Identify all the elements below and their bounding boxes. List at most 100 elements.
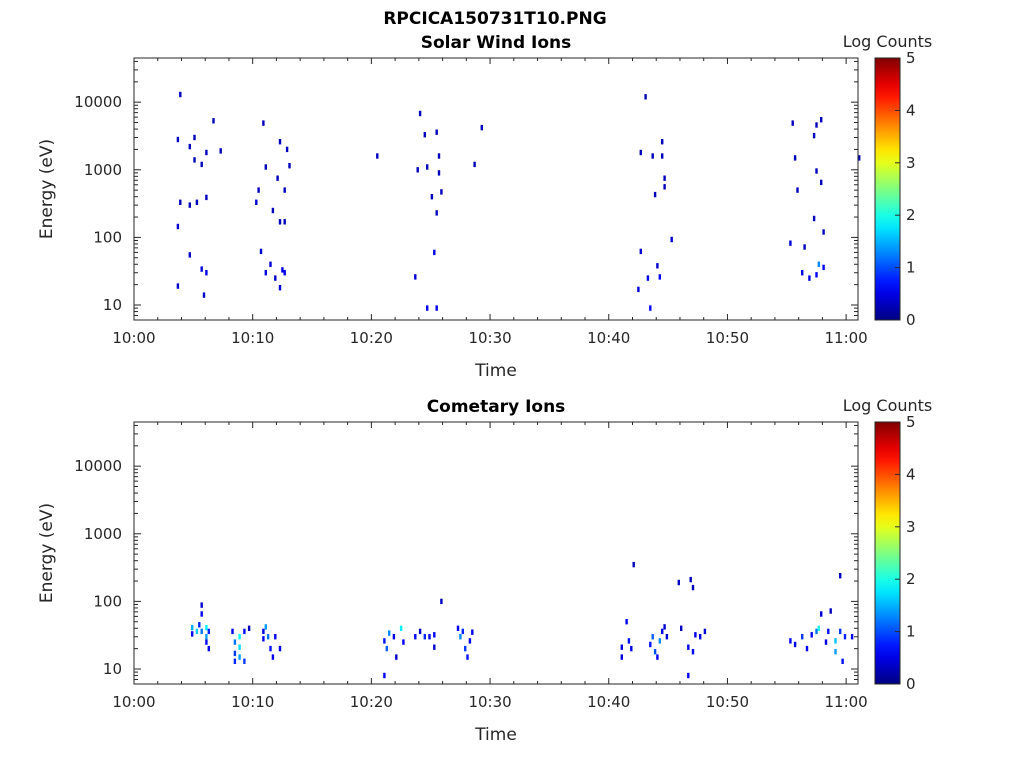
spectrogram-cell	[670, 236, 673, 243]
spectrogram-cell	[649, 641, 652, 648]
x-tick-label: 10:40	[587, 329, 630, 347]
spectrogram-cell	[205, 270, 208, 276]
spectrogram-cell	[281, 267, 284, 273]
spectrogram-cell	[257, 187, 260, 193]
spectrogram-cell	[665, 634, 669, 640]
spectrogram-cell	[212, 118, 215, 124]
spectrogram-cell	[834, 638, 837, 644]
spectrogram-cell	[663, 175, 666, 181]
spectrogram-cell	[824, 639, 828, 645]
spectrogram-cell	[480, 124, 483, 131]
y-tick-label: 10	[103, 296, 122, 314]
spectrogram-cell	[433, 249, 436, 256]
spectrogram-cell	[808, 275, 811, 281]
spectrogram-cell	[841, 658, 844, 664]
spectrogram-cell	[414, 634, 417, 640]
spectrogram-cell	[661, 153, 664, 159]
spectrogram-cell	[179, 91, 182, 98]
spectrogram-cell	[200, 611, 203, 617]
spectrogram-cell	[426, 305, 429, 311]
spectrogram-cell	[456, 625, 460, 631]
x-tick-label: 10:30	[468, 693, 511, 711]
spectrogram-cell	[464, 645, 467, 652]
panel-cometary-ions: 10:00 10:10 10:20 10:30 10:40 10:50 11:0010100…	[37, 396, 932, 745]
y-tick-label: 1000	[84, 161, 122, 179]
spectrogram-cell	[651, 634, 654, 640]
spectrogram-cell	[264, 624, 267, 630]
spectrogram-cell	[231, 628, 234, 635]
spectrogram-cell	[646, 275, 650, 281]
spectrogram-cell	[656, 263, 659, 269]
spectrogram-cell	[385, 645, 388, 652]
spectrogram-cell	[269, 645, 272, 652]
spectrogram-cell	[789, 638, 792, 644]
spectrogram-cell	[188, 252, 191, 258]
spectrogram-cell	[793, 641, 797, 648]
spectrogram-cell	[233, 658, 237, 664]
spectrogram-cell	[440, 189, 443, 195]
spectrogram-cell	[383, 672, 386, 679]
colorbar-tick-label: 3	[906, 154, 916, 172]
spectrogram-cell	[176, 283, 180, 289]
spectrogram-cell	[233, 639, 237, 645]
spectrogram-cell	[262, 636, 265, 642]
spectrogram-cell	[639, 248, 642, 255]
spectrogram-cell	[259, 248, 263, 255]
panel-title: Solar Wind Ions	[421, 33, 572, 53]
spectrogram-cell	[827, 628, 830, 635]
spectrogram-cell	[376, 153, 379, 159]
x-tick-label: 10:00	[112, 693, 155, 711]
spectrogram-cell	[238, 654, 241, 660]
spectrogram-cell	[694, 632, 697, 638]
spectrogram-cell	[820, 611, 823, 617]
y-tick-label: 10000	[74, 93, 122, 111]
spectrogram-cell	[418, 628, 422, 635]
colorbar-tick-label: 0	[906, 311, 916, 329]
spectrogram-cell	[430, 194, 434, 200]
spectrogram-cell	[817, 625, 820, 631]
spectrogram-cell	[459, 634, 462, 640]
spectrogram-cell	[278, 139, 282, 145]
spectrogram-cell	[466, 654, 469, 660]
spectrogram-cell	[687, 644, 690, 650]
spectrogram-cell	[202, 292, 206, 298]
spectrogram-cell	[195, 628, 199, 635]
x-tick-label: 10:20	[350, 329, 393, 347]
spectrogram-cell	[691, 649, 695, 655]
spectrogram-cells	[191, 561, 854, 679]
spectrogram-cell	[471, 629, 474, 635]
spectrogram-cell	[416, 167, 419, 173]
spectrogram-cell	[815, 628, 818, 635]
spectrogram-cell	[193, 157, 196, 163]
spectrogram-cell	[283, 219, 286, 225]
x-tick-label: 10:50	[706, 329, 749, 347]
spectrogram-cell	[191, 631, 194, 637]
plot-frame	[133, 57, 859, 321]
spectrogram-cell	[815, 272, 818, 278]
spectrogram-cell	[423, 634, 426, 640]
spectrogram-cell	[663, 184, 666, 190]
spectrogram-cell	[243, 658, 246, 664]
spectrogram-cell	[625, 619, 628, 625]
spectrogram-cell	[283, 187, 286, 193]
spectrogram-cell	[247, 625, 251, 631]
x-tick-label: 10:10	[231, 693, 274, 711]
colorbar-label: Log Counts	[843, 396, 933, 415]
spectrogram-cell	[426, 164, 429, 170]
colorbar-tick-label: 5	[906, 413, 916, 431]
y-tick-label: 10000	[74, 457, 122, 475]
x-axis-label: Time	[474, 361, 517, 381]
x-tick-label: 10:10	[231, 329, 274, 347]
colorbar-tick-label: 4	[906, 101, 916, 119]
spectrogram-cell	[423, 132, 426, 138]
spectrogram-cell	[395, 654, 398, 660]
spectrogram-cell	[691, 584, 695, 591]
spectrogram-cell	[205, 634, 208, 640]
spectrogram-cell	[843, 634, 847, 640]
x-tick-label: 10:30	[468, 329, 511, 347]
spectrogram-cell	[461, 628, 464, 635]
colorbar-tick-label: 0	[906, 675, 916, 693]
spectrogram-cell	[437, 153, 441, 159]
spectrogram-cell	[200, 602, 203, 608]
y-tick-label: 10	[103, 660, 122, 678]
